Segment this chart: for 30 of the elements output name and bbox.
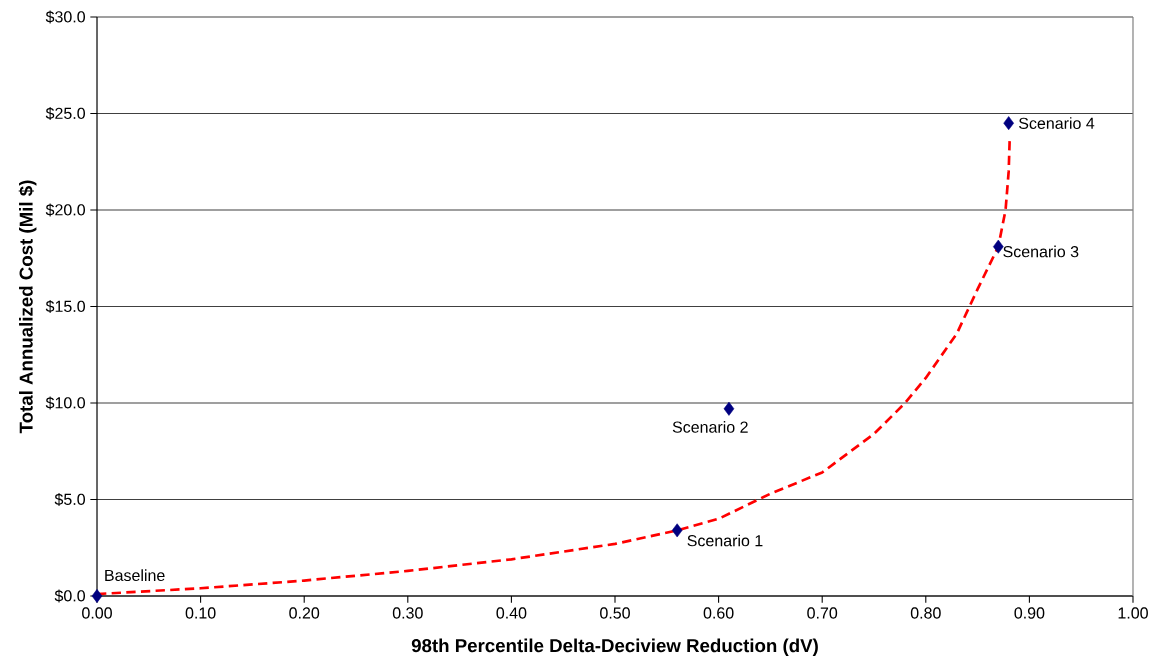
y-tick-label: $10.0: [45, 396, 86, 410]
x-axis-title: 98th Percentile Delta-Deciview Reduction (dV): [411, 638, 818, 656]
y-tick-label: $30.0: [45, 10, 86, 24]
x-tick-label: 0.60: [703, 607, 734, 619]
x-tick-label: 0.50: [600, 607, 630, 619]
annotation: Scenario 4: [1019, 117, 1095, 130]
y-tick-label: $15.0: [45, 300, 86, 313]
x-tick-label: 0.10: [185, 607, 216, 619]
x-tick-label: 0.70: [807, 607, 838, 619]
y-tick-label: $0.0: [54, 589, 86, 603]
x-tick-label: 1.00: [1118, 607, 1148, 619]
annotation: Baseline: [105, 569, 165, 582]
point: [91, 589, 103, 603]
point: [723, 401, 735, 416]
y-tick-label: $20.0: [45, 203, 86, 217]
point: [671, 523, 683, 538]
x-tick-label: 0.40: [496, 607, 527, 619]
annotation: Scenario 1: [687, 534, 763, 547]
x-tick-label: 0.90: [1014, 607, 1045, 619]
point: [1003, 116, 1014, 131]
x-tick-label: 0.20: [289, 607, 320, 619]
annotation: Scenario 2: [672, 421, 748, 433]
x-tick-label: 0.80: [910, 607, 941, 619]
y-tick-label: $25.0: [45, 107, 86, 120]
y-tick-label: $5.0: [54, 493, 86, 506]
x-tick-label: 0.30: [392, 607, 423, 619]
x-tick-label: 0.00: [82, 607, 112, 619]
annotation: Scenario 3: [1003, 245, 1079, 258]
point: [993, 239, 1004, 254]
y-axis-title: Total Annualized Cost (Mil $): [18, 180, 37, 434]
